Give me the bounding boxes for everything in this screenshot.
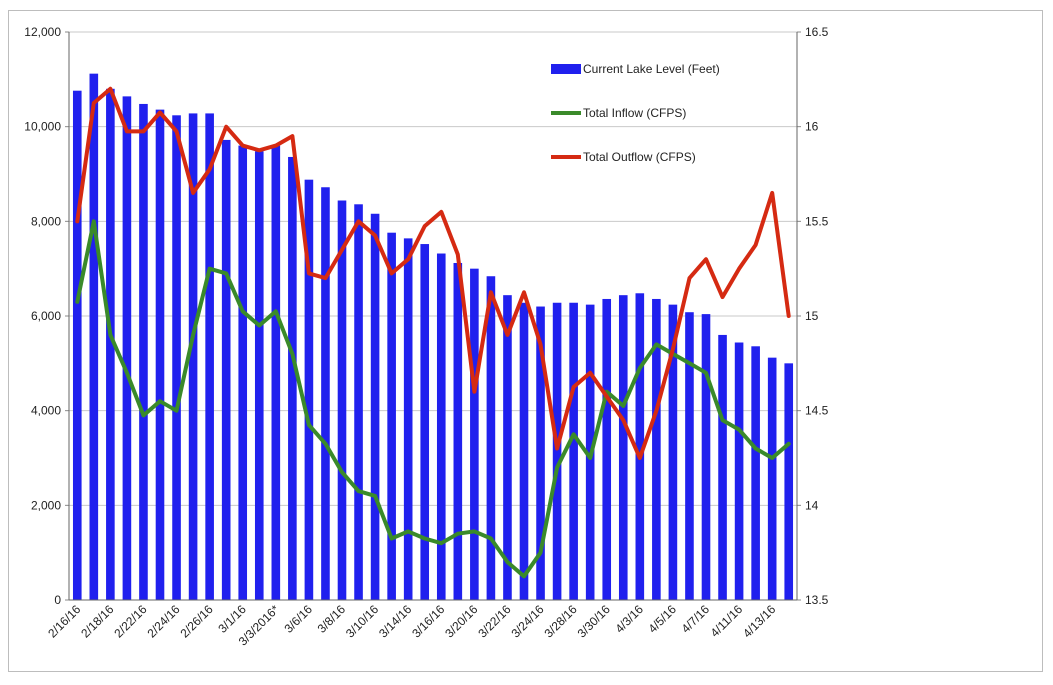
lake-level-bar	[288, 156, 297, 600]
right-tick-label: 14	[805, 498, 819, 512]
lake-level-bar	[354, 204, 363, 600]
left-tick-label: 6,000	[31, 309, 61, 323]
lake-level-bar	[536, 306, 545, 600]
lake-level-bar	[155, 109, 165, 601]
lake-level-bar	[503, 295, 512, 600]
right-tick-label: 15	[805, 309, 819, 323]
x-tick-label: 2/22/16	[111, 602, 149, 640]
lake-level-bar	[72, 90, 82, 601]
lake-level-bar	[337, 200, 347, 601]
x-tick-label: 4/13/16	[740, 602, 778, 640]
x-tick-label: 2/18/16	[78, 602, 116, 640]
right-tick-label: 16	[805, 120, 819, 134]
lake-level-bar	[370, 213, 380, 600]
x-tick-label: 3/20/16	[442, 602, 480, 640]
lake-level-bar	[734, 342, 744, 600]
lake-level-bar	[205, 113, 214, 600]
x-tick-label: 3/22/16	[475, 602, 513, 640]
lake-level-bar	[470, 268, 479, 600]
x-axis-labels: 2/16/162/18/162/22/162/24/162/26/16 3/1/1…	[45, 602, 778, 648]
lake-level-bar	[784, 363, 794, 600]
left-tick-label: 10,000	[24, 120, 61, 134]
lake-level-bar	[453, 262, 463, 600]
x-tick-label: 3/28/16	[542, 602, 580, 640]
left-tick-label: 0	[54, 593, 61, 607]
chart-frame: 0 2,000 4,000 6,000 8,000 10,000 12,000 13.5 14…	[8, 10, 1043, 672]
lake-level-bar	[387, 232, 396, 600]
lake-level-bar	[420, 244, 430, 600]
lake-level-bar	[767, 357, 777, 600]
lake-level-bar	[701, 314, 711, 600]
lake-level-bar	[685, 312, 694, 600]
lake-level-bar	[221, 139, 231, 601]
inflow-line	[75, 219, 791, 579]
lake-level-bar	[751, 346, 760, 600]
x-tick-label: 3/6/16	[282, 602, 316, 636]
lake-level-bar	[106, 88, 115, 601]
lake-level-bar	[552, 302, 562, 600]
x-tick-label: 4/3/16	[612, 602, 646, 636]
right-axis-ticks: 13.5 14 14.5 15 15.5 16 16.5	[797, 25, 829, 607]
legend: Current Lake Level (Feet) Total Inflow (C…	[551, 62, 720, 164]
right-tick-label: 14.5	[805, 404, 829, 418]
right-tick-label: 13.5	[805, 593, 829, 607]
lake-level-bar	[652, 298, 661, 600]
lake-level-bar	[602, 298, 612, 600]
lake-level-bar	[486, 276, 496, 600]
lake-level-bar	[436, 253, 446, 600]
lake-level-bar	[238, 145, 248, 600]
legend-swatch-bar	[551, 64, 581, 74]
left-axis-ticks: 0 2,000 4,000 6,000 8,000 10,000 12,000	[24, 25, 69, 607]
lake-level-bar	[635, 293, 645, 600]
x-tick-label: 3/24/16	[508, 602, 546, 640]
lake-level-bar	[569, 302, 578, 600]
legend-label: Total Inflow (CFPS)	[583, 106, 686, 120]
x-tick-label: 2/26/16	[178, 602, 216, 640]
lake-level-bar	[172, 115, 181, 600]
lake-level-bar	[254, 151, 264, 600]
x-tick-label: 3/14/16	[376, 602, 414, 640]
lake-chart: 0 2,000 4,000 6,000 8,000 10,000 12,000 13.5 14…	[24, 25, 829, 648]
x-tick-label: 3/10/16	[343, 602, 381, 640]
x-tick-label: 4/5/16	[646, 602, 680, 636]
lake-level-bar	[519, 302, 529, 600]
lake-level-bar	[89, 73, 99, 601]
legend-label: Current Lake Level (Feet)	[583, 62, 720, 76]
lake-level-bar	[271, 145, 281, 600]
lake-level-bar	[718, 334, 727, 600]
left-tick-label: 8,000	[31, 214, 61, 228]
flow-lines	[75, 86, 791, 579]
axes	[68, 32, 798, 601]
lake-level-bar	[321, 187, 330, 600]
x-tick-label: 4/11/16	[708, 602, 746, 640]
lake-level-bar	[188, 113, 198, 600]
lake-level-bar	[403, 238, 413, 600]
left-tick-label: 12,000	[24, 25, 61, 39]
outflow-line	[75, 86, 791, 460]
x-tick-label: 2/16/16	[45, 602, 83, 640]
x-tick-label: 3/30/16	[575, 602, 613, 640]
lake-level-bar	[122, 96, 132, 600]
left-tick-label: 4,000	[31, 404, 61, 418]
legend-label: Total Outflow (CFPS)	[583, 150, 696, 164]
x-tick-label: 2/24/16	[144, 602, 182, 640]
x-tick-label: 3/16/16	[409, 602, 447, 640]
left-tick-label: 2,000	[31, 498, 61, 512]
right-tick-label: 15.5	[805, 214, 829, 228]
lake-level-bar	[668, 304, 678, 600]
lake-level-bar	[139, 103, 148, 601]
lake-level-bar	[304, 179, 314, 600]
lake-level-bar	[618, 295, 628, 600]
right-tick-label: 16.5	[805, 25, 829, 39]
